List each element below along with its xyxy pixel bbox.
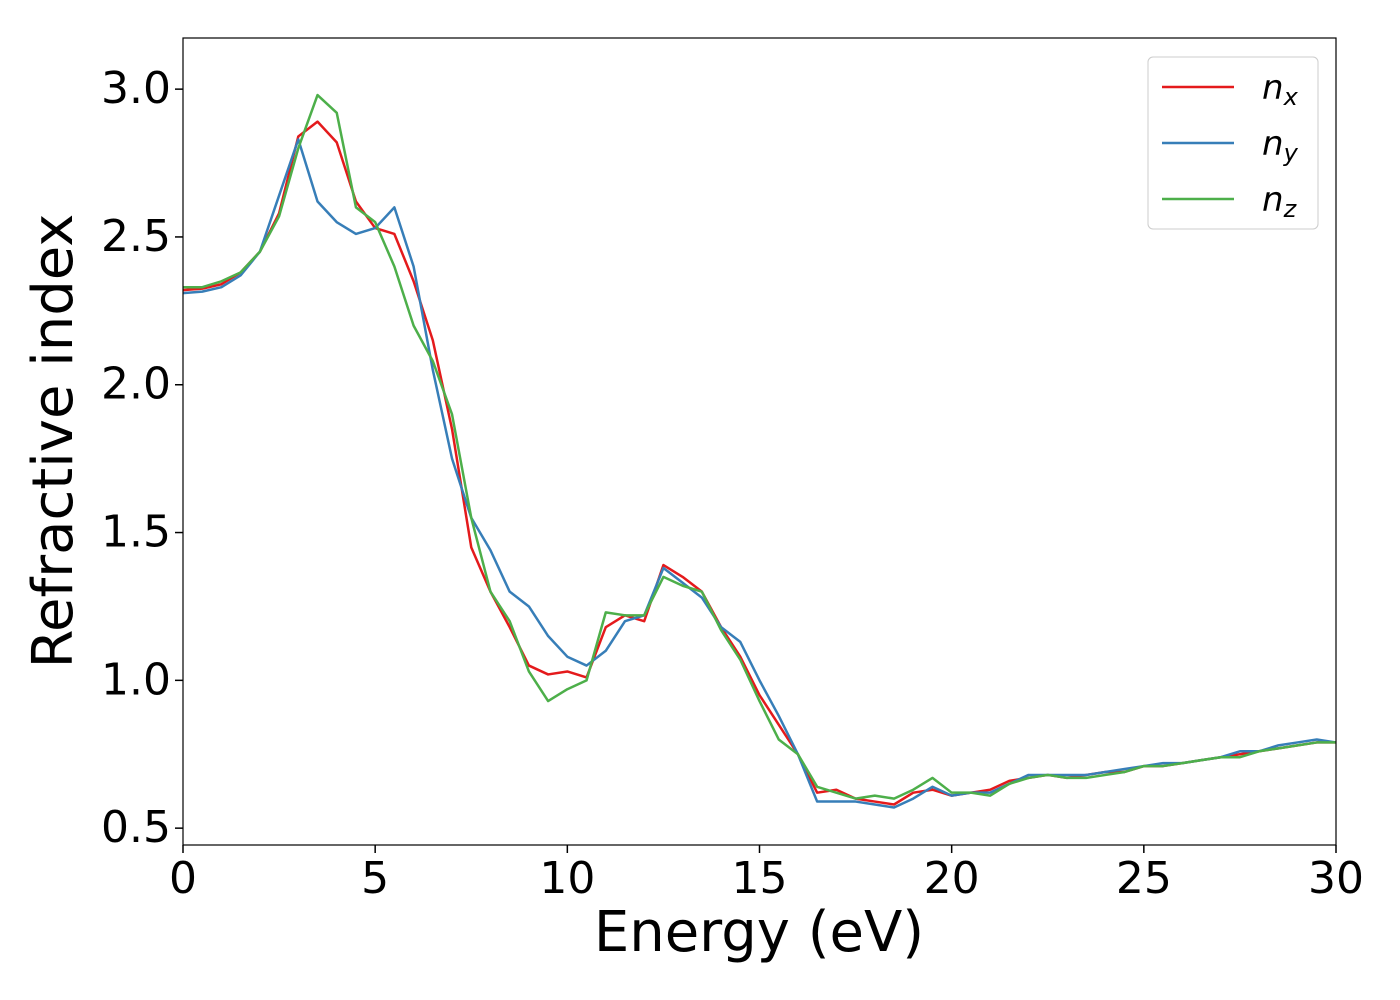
x-axis-label: Energy (eV) <box>594 900 924 965</box>
y-tick-label: 0.5 <box>101 802 171 853</box>
data-line <box>183 93 1336 800</box>
x-tick-label: 30 <box>1308 853 1364 904</box>
legend-label: ny <box>1262 124 1299 168</box>
data-line <box>182 138 1337 809</box>
x-tick-label: 25 <box>1116 853 1172 904</box>
legend-label: nx <box>1262 68 1299 112</box>
plot-frame <box>182 37 1337 846</box>
y-tick-label: 3.0 <box>101 63 171 114</box>
x-tick-label: 20 <box>924 853 980 904</box>
y-tick-label: 2.5 <box>101 211 171 262</box>
x-tick-label: 5 <box>361 853 389 904</box>
legend-label: nz <box>1262 180 1298 224</box>
y-tick-label: 2.0 <box>101 359 171 410</box>
x-tick-label: 15 <box>732 853 788 904</box>
y-tick-label: 1.0 <box>101 654 171 705</box>
x-tick-label: 0 <box>169 853 197 904</box>
y-axis-label: Refractive index <box>21 214 86 669</box>
y-tick-label: 1.5 <box>101 507 171 558</box>
x-tick-label: 10 <box>539 853 595 904</box>
